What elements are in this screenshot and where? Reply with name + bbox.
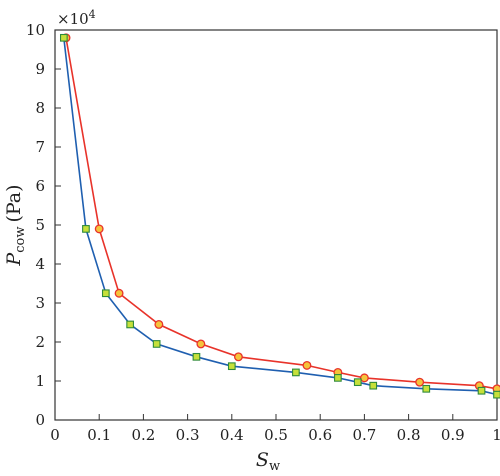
x-axis-ticks: 0 0.1 0.2 0.3 0.4 0.5 0.6 0.7 0.8 0.9 1 [50,414,500,444]
series-line [65,37,498,390]
y-tick-label: 4 [35,255,45,273]
y-axis-label: Pcow(Pa) [3,184,28,266]
y-multiplier: ×104 [57,8,96,28]
series-layer [59,33,500,399]
data-point [369,381,378,390]
data-point [196,339,206,349]
data-point [422,384,431,393]
data-point [302,360,312,370]
data-point [359,373,369,383]
y-tick-label: 0 [35,411,45,429]
data-point [152,340,161,348]
data-point [233,352,243,362]
x-tick-label: 0.2 [131,426,155,444]
x-tick-label: 0.3 [176,426,200,444]
series-2 [59,33,500,399]
x-tick-label: 0.4 [220,426,244,444]
data-point [82,225,90,233]
x-tick-label: 0.8 [397,426,421,444]
x-tick-label: 0 [50,426,60,444]
series-1 [61,33,500,394]
data-point [292,368,300,377]
y-tick-label: 9 [35,60,45,78]
x-tick-label: 0.6 [308,426,332,444]
data-point [477,386,486,395]
y-tick-label: 7 [35,138,45,156]
data-point [493,390,500,399]
x-tick-label: 0.1 [87,426,111,444]
x-tick-label: 0.5 [264,426,288,444]
data-point [154,320,164,329]
y-tick-label: 10 [26,21,45,39]
x-tick-label: 1 [492,426,500,444]
x-tick-label: 0.9 [441,426,465,444]
series-line [63,37,498,396]
y-axis-ticks: 0 1 2 3 4 5 6 7 8 9 10 [26,21,61,429]
y-tick-label: 6 [35,177,45,195]
x-tick-label: 0.7 [352,426,376,444]
data-point [192,352,201,361]
data-point [114,288,124,298]
data-point [126,320,134,329]
data-point [101,289,110,298]
y-tick-label: 8 [35,99,45,117]
x-axis-label: Sw [256,449,280,474]
data-point [59,33,68,42]
data-point [415,377,425,387]
data-point [353,378,362,387]
y-tick-label: 2 [35,333,45,351]
y-tick-label: 5 [35,216,45,234]
y-tick-label: 3 [35,294,45,312]
data-point [94,224,104,234]
data-point [227,362,236,371]
data-point [334,374,342,382]
y-tick-label: 1 [35,372,45,390]
